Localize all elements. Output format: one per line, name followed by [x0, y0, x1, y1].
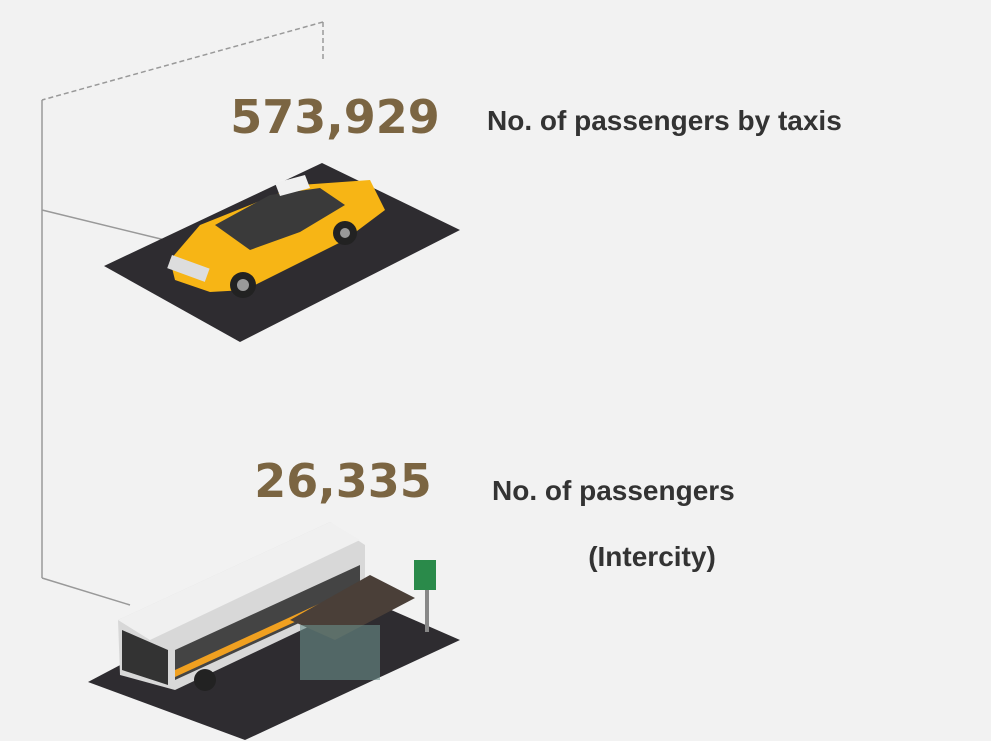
connectors	[41, 21, 324, 606]
taxi-count: 573,929	[230, 90, 440, 144]
taxi-label: No. of passengers by taxis	[487, 105, 842, 136]
bus-sublabel: (Intercity)	[588, 541, 716, 572]
bus-label: No. of passengers	[492, 475, 735, 506]
bus-illustration	[88, 522, 460, 740]
bus-count: 26,335	[254, 454, 432, 508]
taxi-illustration	[104, 163, 460, 342]
